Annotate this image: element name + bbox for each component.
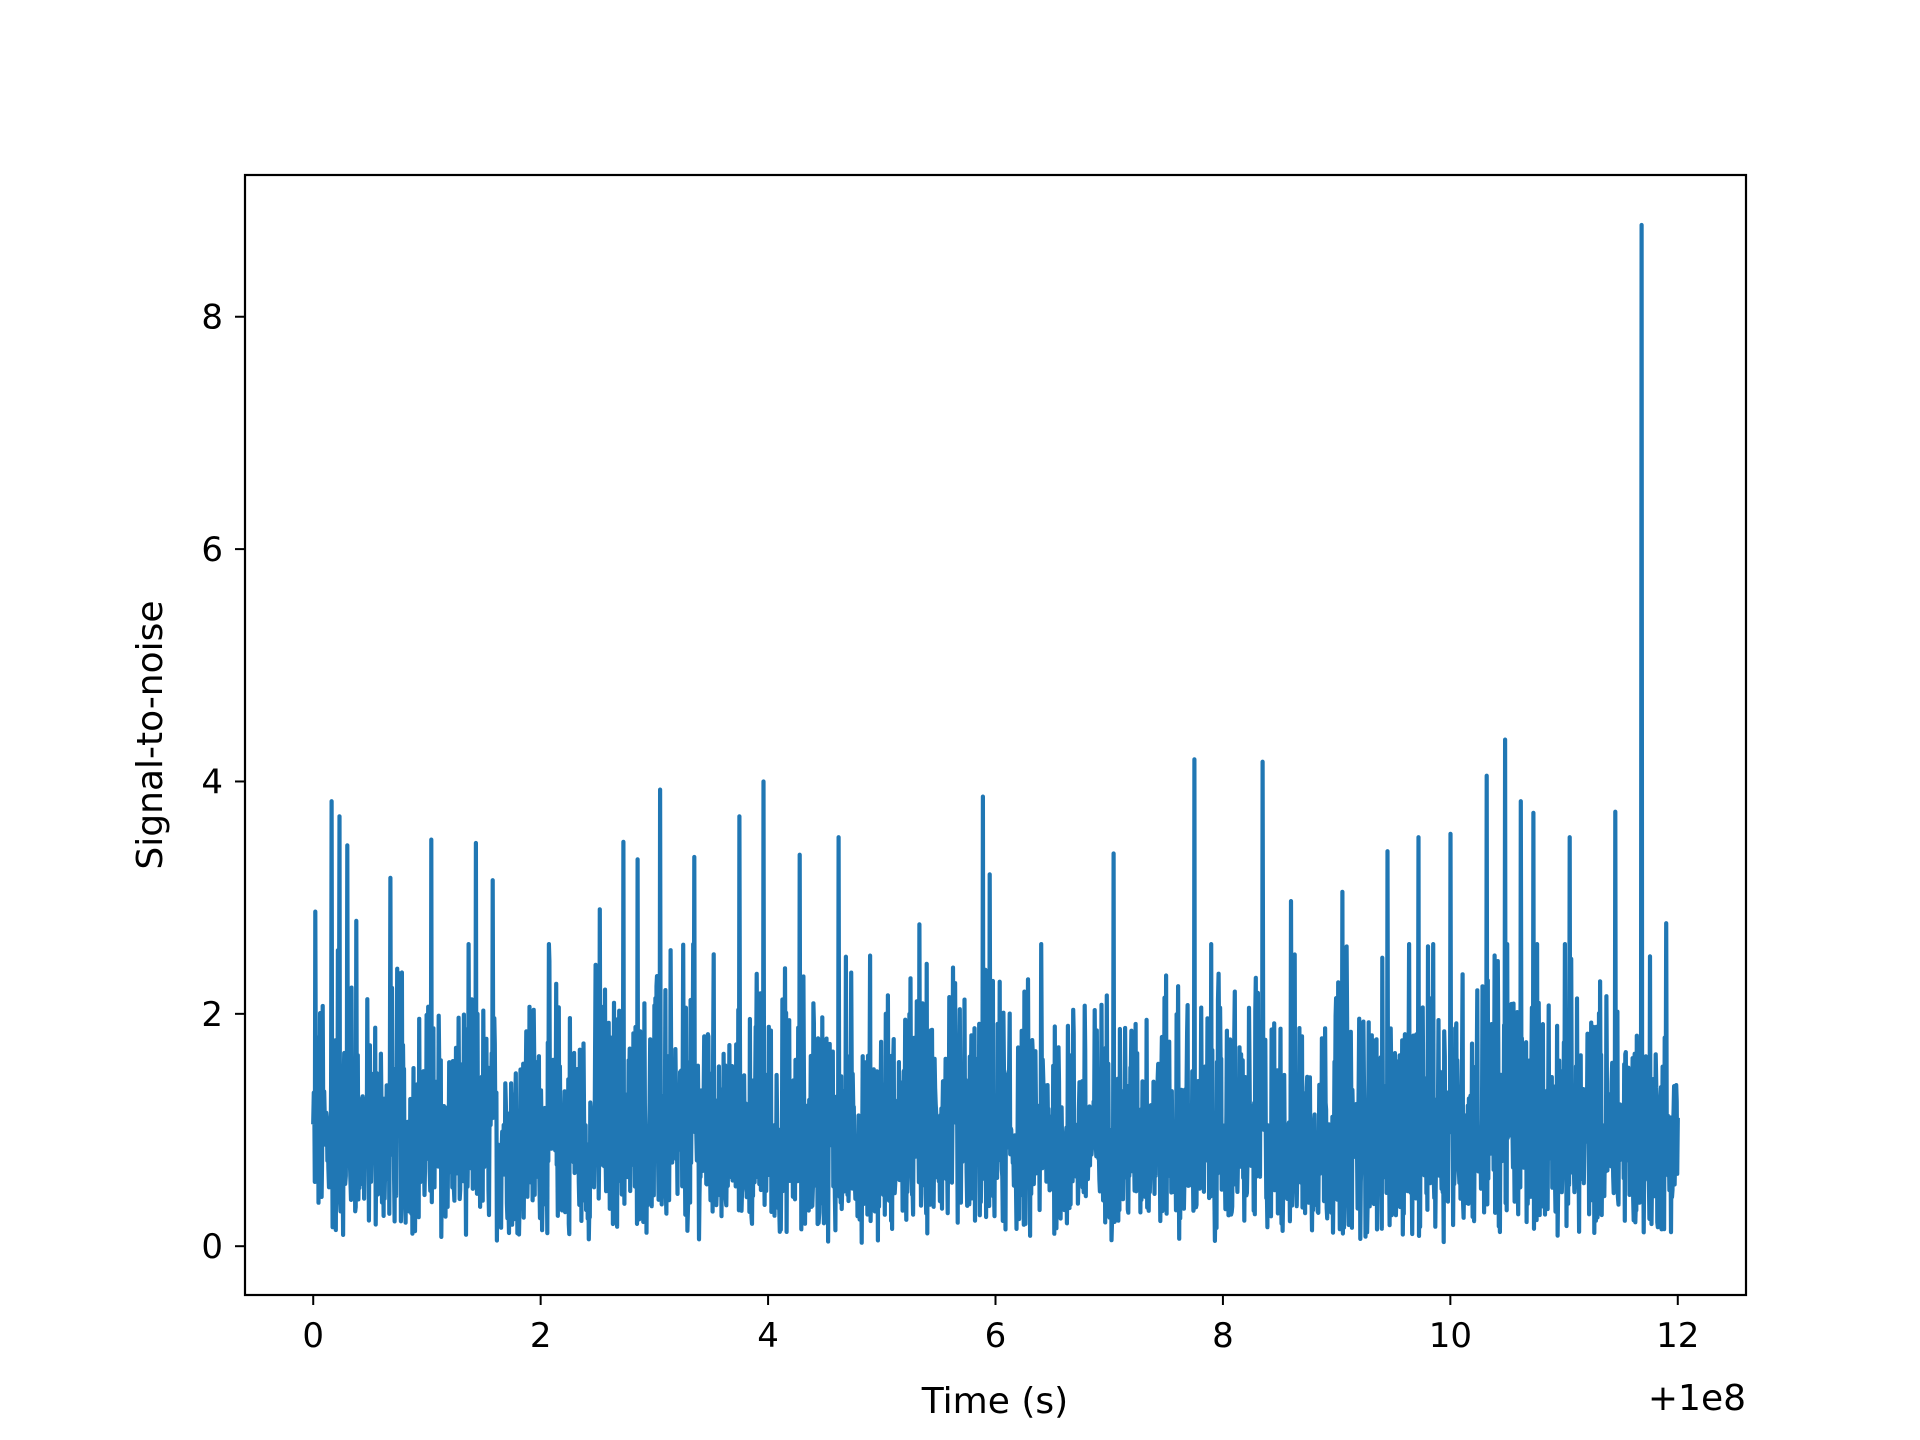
x-tick-label: 0	[302, 1316, 324, 1356]
x-axis-ticks: 0 2 4 6 8 10 12	[302, 1295, 1699, 1356]
snr-series-line	[311, 222, 1680, 1245]
x-axis-label: Time (s)	[921, 1381, 1068, 1422]
y-tick-label: 6	[201, 530, 223, 570]
y-tick-label: 0	[201, 1227, 223, 1267]
x-tick-label: 2	[530, 1316, 552, 1356]
y-tick-label: 2	[201, 995, 223, 1035]
x-tick-label: 12	[1656, 1316, 1699, 1356]
x-tick-label: 10	[1429, 1316, 1472, 1356]
y-axis-ticks: 0 2 4 6 8	[201, 298, 245, 1267]
plot-area	[311, 222, 1680, 1245]
x-axis-offset-label: +1e8	[1648, 1378, 1746, 1419]
x-tick-label: 8	[1212, 1316, 1234, 1356]
x-tick-label: 6	[985, 1316, 1007, 1356]
x-tick-label: 4	[757, 1316, 779, 1356]
y-axis-label: Signal-to-noise	[130, 600, 171, 869]
y-tick-label: 4	[201, 762, 223, 802]
y-tick-label: 8	[201, 298, 223, 338]
